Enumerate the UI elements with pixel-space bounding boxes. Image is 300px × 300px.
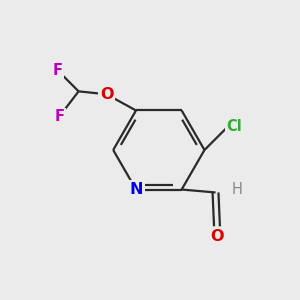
Text: F: F xyxy=(55,109,64,124)
Text: Cl: Cl xyxy=(226,119,242,134)
Text: O: O xyxy=(100,87,113,102)
Text: F: F xyxy=(52,63,62,78)
Text: O: O xyxy=(210,229,224,244)
Text: H: H xyxy=(232,182,243,197)
Text: N: N xyxy=(129,182,143,197)
